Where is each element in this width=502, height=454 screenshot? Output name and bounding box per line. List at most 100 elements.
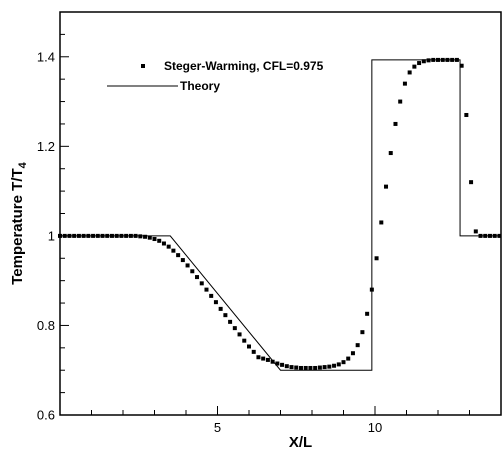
data-point bbox=[436, 57, 440, 62]
data-point bbox=[138, 234, 143, 239]
data-point bbox=[459, 63, 464, 68]
data-point bbox=[72, 233, 77, 238]
data-point bbox=[265, 357, 270, 362]
legend: Steger-Warming, CFL=0.975 Theory bbox=[107, 59, 324, 93]
data-point bbox=[204, 287, 209, 292]
data-point bbox=[105, 233, 110, 238]
data-point bbox=[332, 363, 337, 368]
data-point bbox=[384, 184, 389, 189]
data-point bbox=[303, 365, 308, 370]
x-tick-label: 10 bbox=[368, 420, 382, 435]
y-tick-label: 1.4 bbox=[37, 49, 55, 64]
data-point bbox=[171, 248, 176, 253]
data-point bbox=[379, 220, 384, 225]
data-point bbox=[336, 362, 341, 367]
data-point bbox=[237, 332, 242, 337]
data-point bbox=[109, 233, 114, 238]
data-point bbox=[317, 365, 322, 370]
data-point bbox=[218, 306, 223, 311]
data-point bbox=[209, 293, 214, 298]
data-point bbox=[473, 229, 478, 234]
data-point bbox=[180, 258, 185, 263]
data-point bbox=[223, 313, 228, 318]
data-point bbox=[483, 233, 488, 238]
y-axis-label-main: Temperature T/T bbox=[9, 168, 26, 284]
data-point bbox=[95, 233, 100, 238]
data-point bbox=[355, 343, 360, 348]
data-point bbox=[407, 70, 412, 75]
data-point bbox=[195, 275, 200, 280]
data-point bbox=[91, 233, 96, 238]
data-point bbox=[284, 364, 289, 369]
data-point bbox=[232, 326, 237, 331]
data-point bbox=[454, 57, 459, 62]
legend-marker-steger-warming bbox=[141, 64, 145, 68]
data-point bbox=[369, 287, 374, 292]
data-point bbox=[421, 59, 426, 64]
data-point bbox=[450, 57, 455, 62]
data-point bbox=[161, 241, 166, 246]
data-point bbox=[270, 359, 275, 364]
data-point bbox=[402, 81, 407, 86]
data-point bbox=[190, 269, 195, 274]
y-axis-label-subscript: 4 bbox=[17, 161, 29, 168]
theory-line bbox=[60, 59, 501, 371]
data-point bbox=[166, 244, 171, 249]
data-point bbox=[464, 112, 469, 117]
data-point bbox=[147, 235, 152, 240]
data-point bbox=[431, 57, 436, 62]
data-point bbox=[280, 362, 285, 367]
data-point bbox=[67, 233, 72, 238]
data-point bbox=[133, 233, 138, 238]
data-point bbox=[119, 233, 124, 238]
data-point bbox=[100, 233, 105, 238]
data-point bbox=[261, 356, 266, 361]
data-point bbox=[128, 233, 133, 238]
data-point bbox=[251, 349, 256, 354]
data-point bbox=[152, 237, 157, 242]
data-point bbox=[199, 281, 204, 286]
data-point bbox=[346, 356, 351, 361]
data-point bbox=[62, 233, 67, 238]
data-point bbox=[81, 233, 86, 238]
data-point bbox=[76, 233, 81, 238]
data-point bbox=[445, 57, 450, 62]
legend-label-steger-warming: Steger-Warming, CFL=0.975 bbox=[164, 59, 324, 73]
data-point bbox=[298, 365, 303, 370]
data-point bbox=[228, 319, 233, 324]
data-point bbox=[256, 355, 261, 360]
data-point bbox=[143, 234, 148, 239]
data-point bbox=[247, 344, 251, 349]
data-point bbox=[412, 64, 417, 69]
data-point bbox=[275, 361, 280, 366]
data-point bbox=[497, 233, 502, 238]
legend-label-theory: Theory bbox=[180, 79, 220, 93]
data-point bbox=[492, 233, 497, 238]
data-point bbox=[327, 364, 332, 369]
data-point bbox=[487, 233, 492, 238]
y-tick-label: 1.2 bbox=[37, 139, 55, 154]
data-point bbox=[469, 180, 474, 185]
data-point bbox=[417, 61, 422, 66]
data-point bbox=[426, 58, 431, 63]
plot-area-frame bbox=[59, 11, 502, 416]
data-point bbox=[365, 311, 370, 316]
data-point bbox=[86, 233, 91, 238]
data-point bbox=[374, 256, 379, 261]
data-point bbox=[398, 99, 403, 104]
data-point bbox=[289, 365, 294, 370]
data-point bbox=[478, 233, 483, 238]
y-tick-label: 0.8 bbox=[37, 318, 55, 333]
data-point bbox=[308, 365, 313, 370]
data-point bbox=[185, 263, 190, 268]
data-point bbox=[393, 121, 398, 126]
data-point bbox=[360, 330, 365, 335]
data-point bbox=[124, 233, 129, 238]
data-point bbox=[322, 365, 327, 370]
data-point bbox=[388, 151, 393, 156]
data-point bbox=[213, 300, 218, 305]
data-point bbox=[157, 238, 162, 243]
x-tick-label: 5 bbox=[214, 420, 221, 435]
y-tick-label: 1 bbox=[48, 228, 55, 243]
